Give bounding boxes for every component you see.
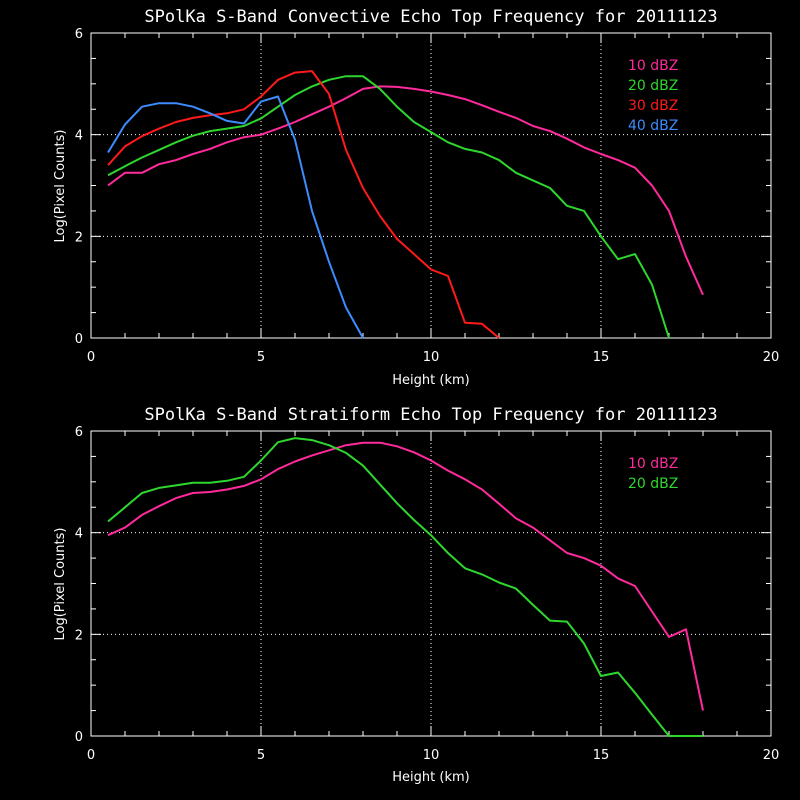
convective-series-line-10-dbz <box>107 85 704 296</box>
stratiform-y-tick-label: 0 <box>75 730 83 745</box>
convective-legend-entry-30-dbz: 30 dBZ <box>628 98 678 114</box>
stratiform-x-tick-label: 20 <box>763 748 780 763</box>
convective-legend-entry-40-dbz: 40 dBZ <box>628 118 678 134</box>
stratiform-x-tick-label: 5 <box>257 748 265 763</box>
stratiform-y-tick-label: 2 <box>75 628 83 643</box>
stratiform-legend-entry-10-dbz: 10 dBZ <box>628 456 678 472</box>
convective-x-tick-label: 15 <box>593 350 610 365</box>
convective-chart-title: SPolKa S-Band Convective Echo Top Freque… <box>144 7 717 27</box>
stratiform-x-tick-label: 15 <box>593 748 610 763</box>
convective-chart-panel: SPolKa S-Band Convective Echo Top Freque… <box>53 7 779 388</box>
convective-y-axis-label: Log(Pixel Counts) <box>53 130 68 243</box>
stratiform-series-line-10-dbz <box>107 441 704 711</box>
convective-y-tick-label: 4 <box>75 129 83 144</box>
convective-legend-entry-10-dbz: 10 dBZ <box>628 58 678 74</box>
stratiform-x-axis-label: Height (km) <box>392 770 469 785</box>
convective-series-line-40-dbz <box>107 95 364 339</box>
convective-x-tick-label: 5 <box>257 350 265 365</box>
stratiform-legend-entry-20-dbz: 20 dBZ <box>628 476 678 492</box>
convective-x-tick-label: 10 <box>423 350 440 365</box>
convective-y-tick-label: 0 <box>75 332 83 347</box>
convective-series-line-20-dbz <box>107 75 670 339</box>
stratiform-series-line-20-dbz <box>107 437 703 737</box>
convective-x-axis-label: Height (km) <box>392 373 469 388</box>
stratiform-chart-panel: SPolKa S-Band Stratiform Echo Top Freque… <box>53 405 779 785</box>
stratiform-y-axis-label: Log(Pixel Counts) <box>53 528 68 641</box>
stratiform-x-tick-label: 10 <box>423 748 440 763</box>
convective-series-line-30-dbz <box>107 70 500 339</box>
stratiform-y-tick-label: 4 <box>75 527 83 542</box>
convective-x-tick-label: 20 <box>763 350 780 365</box>
convective-legend-entry-20-dbz: 20 dBZ <box>628 78 678 94</box>
stratiform-chart-title: SPolKa S-Band Stratiform Echo Top Freque… <box>144 405 717 425</box>
convective-y-tick-label: 6 <box>75 27 83 42</box>
stratiform-y-tick-label: 6 <box>75 425 83 440</box>
stratiform-x-tick-label: 0 <box>87 748 95 763</box>
convective-x-tick-label: 0 <box>87 350 95 365</box>
convective-y-tick-label: 2 <box>75 230 83 245</box>
